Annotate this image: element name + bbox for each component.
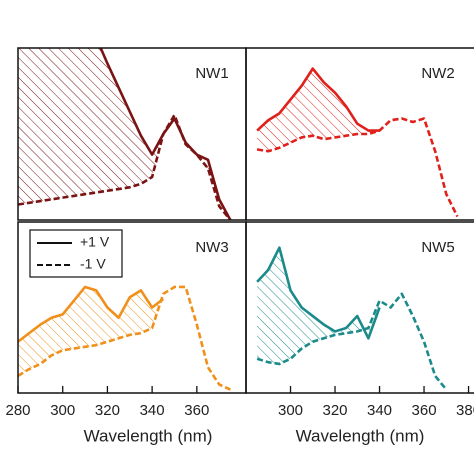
hatch [257,68,380,152]
hatch [257,247,380,364]
series-line [256,292,448,391]
panel-frame [245,47,474,221]
x-tick-label: 320 [95,402,120,419]
legend-label: -1 V [80,256,106,272]
x-tick-label: 340 [367,402,392,419]
x-tick-label: 320 [323,402,348,419]
x-tick-label: 380 [456,402,474,419]
panel [256,67,459,218]
legend-label: +1 V [80,234,110,250]
series-line [18,285,231,391]
x-axis-label: Wavelength (nm) [84,426,213,445]
legend-box [29,229,123,278]
panel-title: NW3 [195,239,228,256]
series-line [18,113,232,220]
panel-title: NW1 [195,65,228,82]
panel-title: NW2 [421,65,454,82]
series-line [18,285,165,343]
x-tick-label: 360 [184,402,209,419]
hatch [18,286,164,376]
panel [18,285,231,391]
x-tick-label: 280 [5,402,30,419]
series-line [256,246,381,340]
x-tick-label: 300 [50,402,75,419]
panel-frame [245,221,474,394]
panel-title: NW5 [421,239,454,256]
series-line [256,67,380,132]
series-line [256,117,459,218]
x-axis-label: Wavelength (nm) [296,426,425,445]
x-tick-label: 340 [140,402,165,419]
panel [256,246,448,391]
panel [18,48,232,220]
x-tick-label: 360 [412,402,437,419]
hatch [18,48,231,220]
x-tick-label: 300 [278,402,303,419]
